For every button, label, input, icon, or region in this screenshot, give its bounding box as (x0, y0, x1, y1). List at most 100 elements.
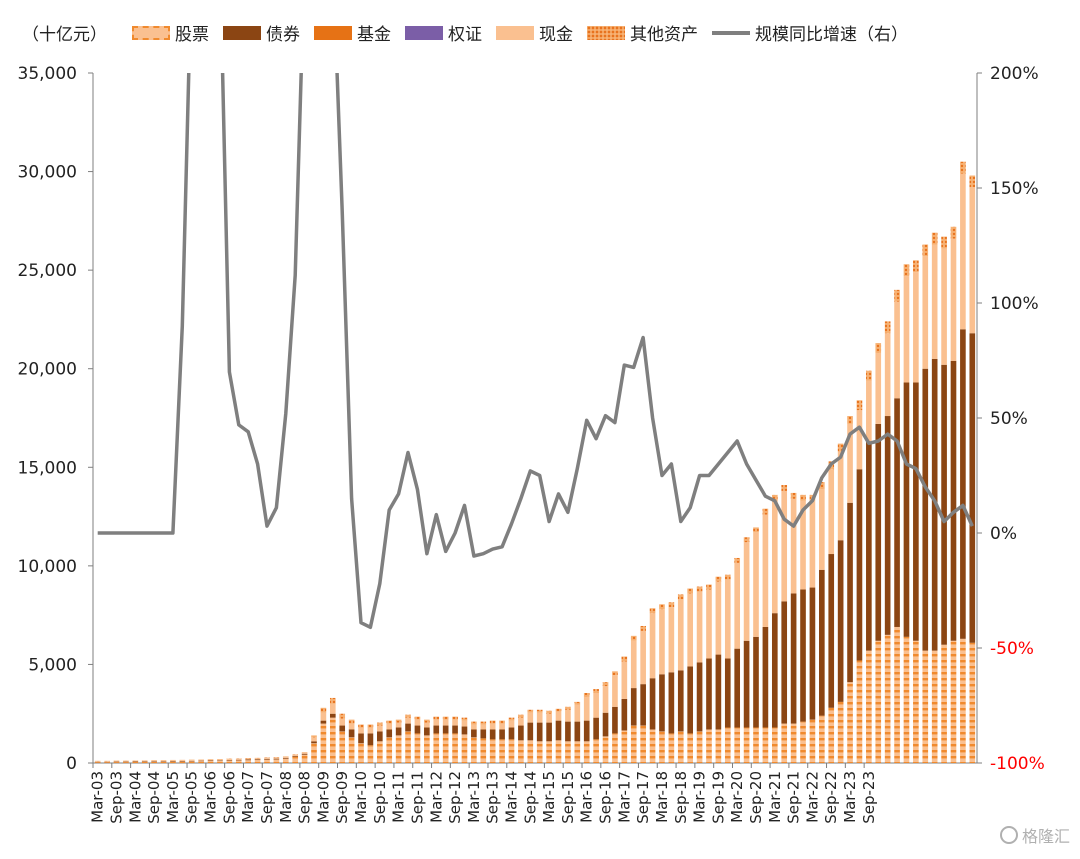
bar-segment-bond (763, 627, 769, 728)
bar-segment-other (687, 589, 693, 594)
bar-segment-cash (725, 580, 731, 659)
bar-segment-cash (687, 593, 693, 666)
bar-segment-cash (913, 272, 919, 382)
bar-segment-other (612, 671, 618, 675)
legend-label: 权证 (448, 20, 482, 45)
bar-segment-other (857, 400, 863, 410)
bar-segment-cash (716, 582, 722, 655)
y-left-tick-label: 15,000 (18, 458, 77, 478)
bar-segment-other (734, 558, 740, 563)
bar-segment-cash (772, 501, 778, 613)
bar-segment-cash (791, 499, 797, 594)
bar-segment-stock (151, 762, 157, 763)
legend-item-other: 其他资产 (587, 20, 698, 45)
legend-swatch-cash (496, 26, 534, 40)
bar-segment-other (697, 587, 703, 592)
bar-segment-bond (330, 714, 336, 718)
bar-segment-bond (593, 718, 599, 740)
bar-segment-bond (828, 554, 834, 708)
bar-segment-stock (697, 731, 703, 763)
bar-segment-cash (894, 302, 900, 399)
bar-segment-bond (772, 613, 778, 727)
x-tick-label: Sep-06 (220, 771, 238, 824)
bar-segment-other (932, 233, 938, 245)
bar-segment-cash (114, 761, 120, 762)
bar-segment-cash (556, 712, 562, 721)
bar-segment-other (969, 176, 975, 188)
x-tick-label: Mar-16 (578, 771, 596, 823)
bar-segment-cash (123, 761, 129, 762)
bar-segment-bond (631, 688, 637, 725)
bar-segment-bond (452, 726, 458, 734)
bar-segment-cash (433, 720, 439, 726)
x-tick-label: Sep-16 (597, 771, 615, 824)
bar-segment-stock (499, 739, 505, 763)
bar-segment-bond (791, 593, 797, 723)
bar-segment-bond (349, 729, 355, 737)
bar-segment-stock (462, 734, 468, 763)
bar-segment-other (527, 710, 533, 713)
x-tick-label: Sep-14 (521, 771, 539, 824)
x-tick-label: Mar-04 (126, 771, 144, 823)
x-tick-label: Sep-15 (559, 771, 577, 824)
bar-segment-bond (292, 756, 298, 757)
y-right-tick-label: 100% (990, 294, 1039, 314)
bar-segment-cash (574, 705, 580, 722)
bar-segment-cash (669, 607, 675, 672)
bar-segment-bond (838, 540, 844, 702)
x-tick-label: Mar-05 (164, 771, 182, 823)
bar-segment-cash (311, 737, 317, 741)
legend-label: 其他资产 (630, 20, 698, 45)
bar-segment-bond (584, 721, 590, 742)
bar-segment-bond (377, 731, 383, 741)
bar-segment-other (330, 698, 336, 704)
legend-item-bond: 债券 (223, 20, 300, 45)
bar-segment-stock (763, 728, 769, 763)
x-tick-label: Sep-23 (860, 771, 878, 824)
bar-segment-cash (142, 761, 148, 762)
bar-segment-bond (415, 726, 421, 734)
bar-segment-stock (180, 762, 186, 763)
bar-segment-bond (725, 659, 731, 728)
x-tick-label: Mar-12 (427, 771, 445, 823)
bar-segment-stock (330, 718, 336, 763)
bar-segment-other (640, 626, 646, 631)
bar-segment-bond (574, 722, 580, 742)
bar-segment-cash (584, 697, 590, 721)
bar-segment-other (546, 711, 552, 714)
x-tick-label: Mar-18 (653, 771, 671, 823)
bar-segment-bond (527, 723, 533, 741)
bar-segment-cash (650, 613, 656, 678)
bar-segment-stock (264, 760, 270, 763)
bar-segment-cash (744, 542, 750, 641)
y-right-tick-label: -50% (990, 639, 1034, 659)
legend-line-growth (712, 31, 750, 35)
bar-segment-cash (932, 245, 938, 359)
bar-segment-other (358, 725, 364, 728)
bar-segment-cash (969, 187, 975, 333)
bar-segment-bond (433, 726, 439, 734)
y-right-tick-label: 50% (990, 409, 1028, 429)
bar-segment-cash (330, 704, 336, 714)
x-tick-label: Sep-22 (822, 771, 840, 824)
bar-segment-stock (424, 735, 430, 763)
bar-segment-bond (283, 758, 289, 759)
bar-segment-bond (847, 503, 853, 682)
bar-segment-other (744, 537, 750, 542)
bar-segment-stock (537, 741, 543, 763)
bar-segment-cash (838, 452, 844, 541)
bar-segment-stock (123, 762, 129, 763)
bar-segment-other (509, 718, 515, 721)
bar-segment-stock (659, 731, 665, 763)
x-tick-label: Sep-21 (785, 771, 803, 824)
bar-segment-cash (377, 726, 383, 732)
bar-segment-stock (687, 733, 693, 763)
x-tick-label: Mar-23 (841, 771, 859, 823)
bar-segment-stock (236, 760, 242, 763)
bar-segment-stock (781, 724, 787, 763)
x-tick-label: Sep-08 (296, 771, 314, 824)
bar-segment-stock (960, 639, 966, 763)
x-tick-label: Mar-21 (766, 771, 784, 823)
legend-label: 规模同比增速（右） (755, 20, 908, 45)
bar-segment-bond (969, 333, 975, 643)
